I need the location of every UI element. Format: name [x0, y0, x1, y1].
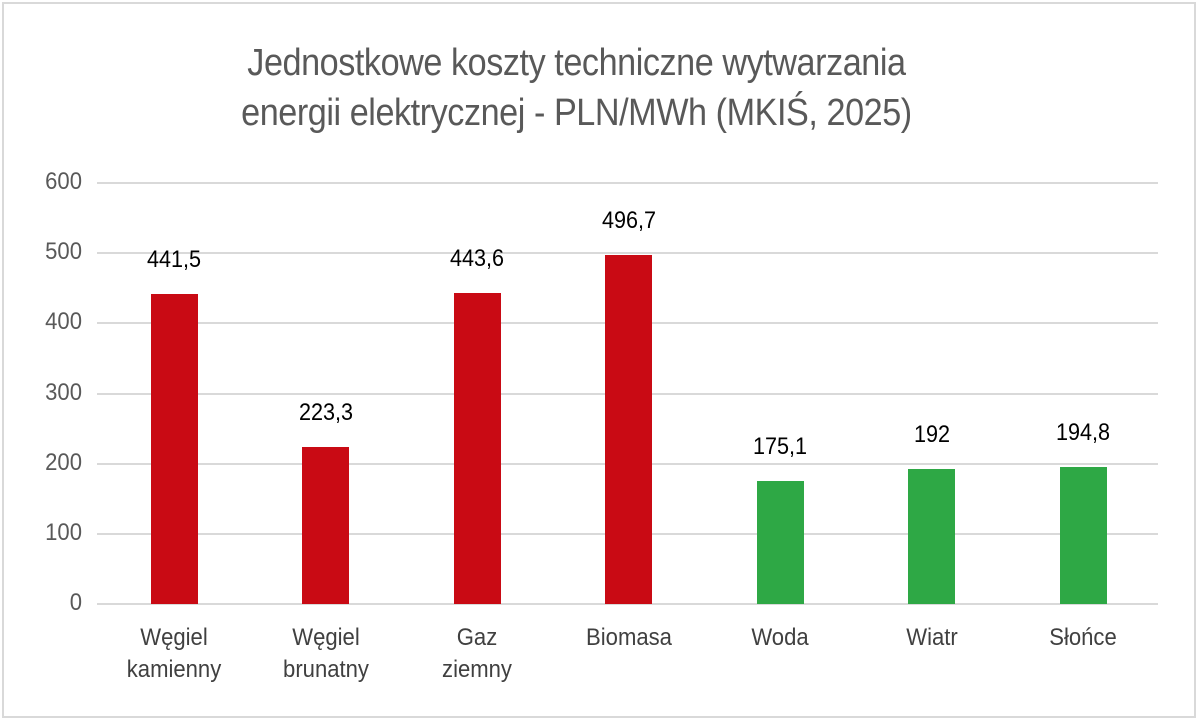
data-label: 443,6: [449, 244, 505, 272]
bar: [150, 294, 198, 604]
data-label: 194,8: [1055, 419, 1111, 447]
x-category-label: Węgiel kamienny: [126, 624, 222, 683]
y-tick-label: 400: [45, 308, 82, 336]
x-category-label: Gaz ziemny: [442, 624, 512, 683]
gridline: [97, 252, 1158, 255]
y-tick-label: 600: [45, 168, 82, 195]
x-category-label: Słońce: [1049, 624, 1117, 651]
chart-title-line-1: Jednostkowe koszty techniczne wytwarzani…: [247, 42, 906, 84]
bar: [1059, 467, 1107, 604]
data-label: 175,1: [752, 433, 808, 461]
bar: [908, 469, 955, 604]
x-category-label: Węgiel brunatny: [282, 624, 369, 683]
y-tick-label: 500: [45, 238, 82, 266]
gridline: [97, 603, 1158, 605]
y-tick-label: 0: [69, 589, 82, 616]
bar: [605, 255, 652, 604]
data-label: 496,7: [601, 207, 656, 235]
x-category-label: Wiatr: [905, 624, 958, 651]
bar: [756, 481, 804, 604]
bar: [453, 292, 501, 604]
data-label: 192: [913, 421, 950, 449]
bar: [302, 447, 349, 604]
data-label: 441,5: [146, 246, 202, 274]
y-tick-label: 100: [45, 518, 82, 546]
y-tick-label: 300: [45, 378, 82, 406]
chart-title-line-2: energii elektrycznej - PLN/MWh (MKIŚ, 20…: [241, 92, 912, 134]
y-tick-label: 200: [45, 448, 82, 476]
data-label: 223,3: [298, 399, 353, 427]
gridline: [97, 182, 1158, 184]
x-category-label: Biomasa: [585, 624, 672, 651]
chart-title: Jednostkowe koszty techniczne wytwarzani…: [58, 38, 1096, 138]
x-category-label: Woda: [751, 624, 809, 651]
